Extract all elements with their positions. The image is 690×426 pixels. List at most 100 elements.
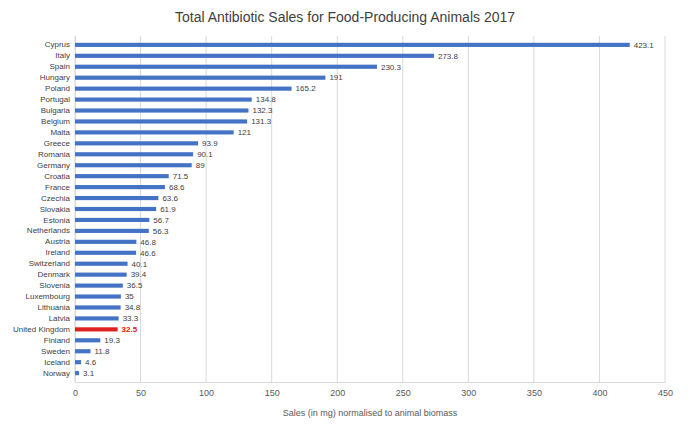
bar — [75, 196, 158, 200]
y-tick: Lithuania — [38, 303, 75, 312]
grid-line — [599, 36, 600, 382]
data-label: 46.6 — [140, 249, 156, 258]
data-label: 46.8 — [140, 238, 156, 247]
data-label: 93.9 — [202, 139, 218, 148]
bar — [75, 108, 248, 112]
bar — [75, 185, 165, 189]
y-tick: Latvia — [49, 314, 75, 323]
bar — [75, 152, 193, 156]
data-label: 273.8 — [438, 52, 459, 61]
data-label: 71.5 — [173, 172, 189, 181]
y-tick-label: Croatia — [44, 172, 70, 181]
data-label: 56.3 — [153, 227, 169, 236]
data-label: 3.1 — [83, 369, 95, 378]
y-tick-label: Bulgaria — [41, 106, 71, 115]
y-tick-label: Estonia — [43, 216, 70, 225]
bar — [75, 284, 123, 288]
data-label: 39.4 — [131, 270, 147, 279]
y-tick: Switzerland — [29, 259, 75, 268]
y-tick-label: Netherlands — [27, 226, 70, 235]
x-tick-label: 0 — [73, 388, 78, 398]
bar — [75, 54, 434, 58]
bars — [75, 43, 630, 375]
bar — [75, 141, 198, 145]
y-tick-label: Ireland — [46, 248, 70, 257]
bar — [75, 360, 81, 364]
y-tick: Malta — [50, 128, 75, 137]
data-label: 131.3 — [251, 117, 272, 126]
x-tick: 450 — [658, 382, 673, 398]
y-tick: Denmark — [38, 270, 75, 279]
y-tick-label: Poland — [45, 84, 70, 93]
y-tick: Spain — [50, 62, 75, 71]
y-tick: Italy — [55, 51, 75, 60]
y-tick: United Kingdom — [13, 325, 75, 334]
data-label: 32.5 — [122, 325, 138, 334]
y-tick-label: France — [45, 183, 70, 192]
y-tick-label: United Kingdom — [13, 325, 70, 334]
y-tick-label: Germany — [37, 161, 70, 170]
data-label: 40.1 — [132, 260, 148, 269]
data-label: 132.3 — [252, 106, 273, 115]
y-tick-label: Switzerland — [29, 259, 70, 268]
bar — [75, 305, 121, 309]
data-label: 63.6 — [162, 194, 178, 203]
bar — [75, 174, 169, 178]
x-tick: 400 — [592, 382, 607, 398]
bar — [75, 43, 630, 47]
x-tick-label: 400 — [592, 388, 607, 398]
data-label: 230.3 — [381, 63, 402, 72]
y-tick: Poland — [45, 84, 75, 93]
title: Total Antibiotic Sales for Food-Producin… — [175, 9, 515, 25]
bar — [75, 371, 79, 375]
bar — [75, 294, 121, 298]
y-tick: Sweden — [41, 347, 75, 356]
x-tick: 50 — [136, 382, 146, 398]
bar — [75, 87, 292, 91]
data-label: 90.1 — [197, 150, 213, 159]
data-label: 11.8 — [94, 347, 110, 356]
y-tick-label: Malta — [50, 128, 70, 137]
y-tick: Luxembourg — [26, 292, 75, 301]
x-tick-label: 50 — [136, 388, 146, 398]
grid-line — [337, 36, 338, 382]
y-tick-label: Hungary — [40, 73, 70, 82]
y-tick-label: Sweden — [41, 347, 70, 356]
x-tick: 200 — [330, 382, 345, 398]
y-tick: Netherlands — [27, 226, 75, 235]
data-label: 56.7 — [153, 216, 169, 225]
y-tick-label: Luxembourg — [26, 292, 70, 301]
y-tick: Cyprus — [45, 40, 75, 49]
chart: 050100150200250300350400450CyprusItalySp… — [0, 0, 690, 426]
y-tick: Hungary — [40, 73, 75, 82]
y-tick-label: Latvia — [49, 314, 71, 323]
y-tick-label: Finland — [44, 336, 70, 345]
bar — [75, 349, 90, 353]
y-tick: Iceland — [44, 358, 75, 367]
bar — [75, 130, 234, 134]
grid — [75, 36, 665, 382]
y-tick-label: Spain — [50, 62, 70, 71]
bar — [75, 240, 136, 244]
y-tick: Belgium — [41, 117, 75, 126]
grid-line — [402, 36, 403, 382]
y-tick-label: Greece — [44, 139, 71, 148]
y-tick-label: Iceland — [44, 358, 70, 367]
bar — [75, 316, 119, 320]
bar — [75, 207, 156, 211]
data-label: 61.9 — [160, 205, 176, 214]
bar — [75, 338, 100, 342]
x-tick-label: 150 — [265, 388, 280, 398]
y-tick: Bulgaria — [41, 106, 75, 115]
data-label: 35 — [125, 292, 134, 301]
data-label: 165.2 — [296, 84, 317, 93]
y-tick-label: Cyprus — [45, 40, 70, 49]
grid-line — [665, 36, 666, 382]
y-tick: Slovakia — [40, 205, 75, 214]
data-label: 121 — [238, 128, 252, 137]
y-tick-label: Romania — [38, 150, 71, 159]
data-label: 134.8 — [256, 95, 277, 104]
bar — [75, 163, 192, 167]
x-tick-label: 200 — [330, 388, 345, 398]
y-tick: Finland — [44, 336, 75, 345]
